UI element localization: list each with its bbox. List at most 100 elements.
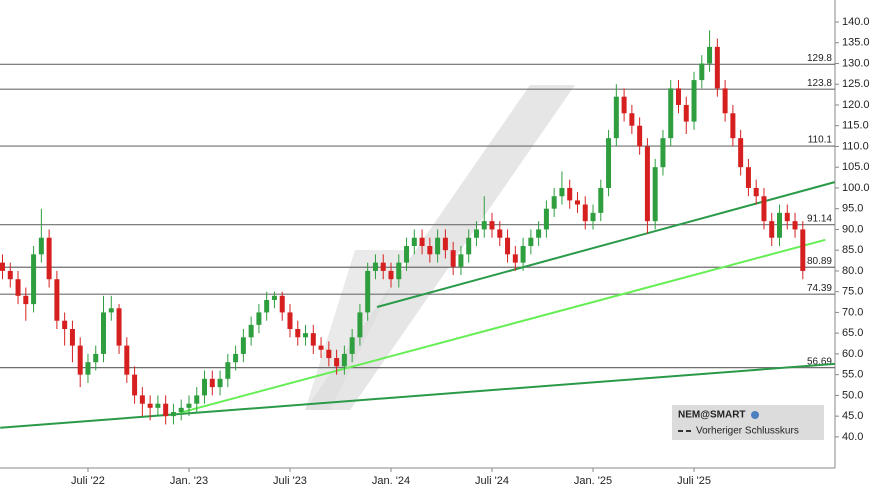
candle-body [722,88,728,114]
candle-body [644,146,650,222]
candle-body [761,196,767,222]
candle-body [178,407,184,412]
candle-body [536,229,542,238]
candle-body [357,312,363,338]
candle-body [777,212,782,238]
candle-body [637,125,643,147]
candle-body [85,362,91,375]
candle-body [512,254,518,263]
candle-body [7,270,13,280]
candle-body [372,262,378,271]
candle-body [497,229,503,238]
candle-body [753,187,759,197]
y-tick-label: 45.0 [842,410,863,422]
y-tick-label: 125.0 [842,78,870,90]
candle-body [155,403,161,408]
candle-body [567,187,573,201]
y-tick-label: 100.0 [842,182,870,194]
candle-body [341,353,347,367]
candle-body [46,237,52,280]
candle-body [427,246,433,255]
candle-body [163,403,169,417]
candle-body [287,312,293,330]
y-tick-label: 120.0 [842,99,870,111]
candle-body [54,279,60,321]
level-label: 80.89 [807,256,832,267]
candle-body [365,270,371,313]
candle-body [62,320,68,330]
candle-body [683,104,689,122]
candle-body [202,378,208,396]
candle-body [217,378,223,388]
x-tick-label: Jan. '24 [372,475,410,487]
candle-body [233,353,239,363]
trend-line [376,181,835,308]
candle-body [691,80,697,122]
legend-icon [751,411,759,419]
y-tick-label: 55.0 [842,369,863,381]
legend: NEM@SMART Vorheriger Schlusskurs [672,405,824,440]
y-tick-label: 140.0 [842,16,870,28]
candle-body [621,96,627,114]
candle-body [411,237,417,247]
y-tick-label: 90.0 [842,223,863,235]
candle-body [551,196,557,209]
candle-body [458,254,464,267]
candle-body [225,362,231,379]
x-tick-label: Jan. '23 [170,475,208,487]
candle-body [271,295,277,300]
y-tick-label: 80.0 [842,265,863,277]
level-label: 110.1 [808,135,833,146]
x-tick-label: Juli '25 [677,475,711,487]
candle-body [606,138,612,188]
candle-body [101,312,107,354]
level-label: 129.8 [807,53,832,64]
y-tick-label: 65.0 [842,327,863,339]
candle-body [318,345,324,350]
candle-body [93,353,99,363]
candle-body [248,324,254,338]
candle-body [380,262,386,271]
candle-body [528,237,534,247]
candle-body [481,221,487,230]
candle-body [660,138,666,168]
candle-body [435,237,441,255]
y-tick-label: 135.0 [842,37,870,49]
candle-body [326,349,332,359]
y-tick-label: 60.0 [842,348,863,360]
candle-body [613,96,619,139]
x-tick-label: Jan. '25 [574,475,612,487]
candle-body [489,221,495,230]
candle-body [629,113,635,126]
candle-body [186,403,192,408]
y-tick-label: 50.0 [842,389,863,401]
candle-body [714,46,720,89]
candle-body [505,237,511,255]
candle-body [574,200,580,205]
y-tick-label: 115.0 [842,120,869,132]
candle-body [240,337,246,354]
level-label: 123.8 [807,78,832,89]
y-tick-label: 105.0 [842,161,870,173]
candle-body [124,345,130,375]
candle-body [473,229,479,238]
legend-box [672,405,824,440]
candle-body [209,378,215,388]
candle-body [15,279,21,296]
candle-body [419,237,425,247]
candle-body [334,358,340,367]
y-tick-label: 40.0 [842,431,863,443]
candle-body [256,312,262,325]
candle-body [139,395,145,404]
level-label: 56.69 [807,356,832,367]
candle-body [194,395,200,404]
candle-body [792,221,798,230]
candle-body [0,262,5,271]
candle-body [295,329,301,338]
candle-body [310,333,316,346]
candle-body [388,270,394,280]
candle-body [23,295,29,305]
candle-body [738,138,744,168]
candle-body [745,167,751,188]
candle-body [38,237,44,255]
